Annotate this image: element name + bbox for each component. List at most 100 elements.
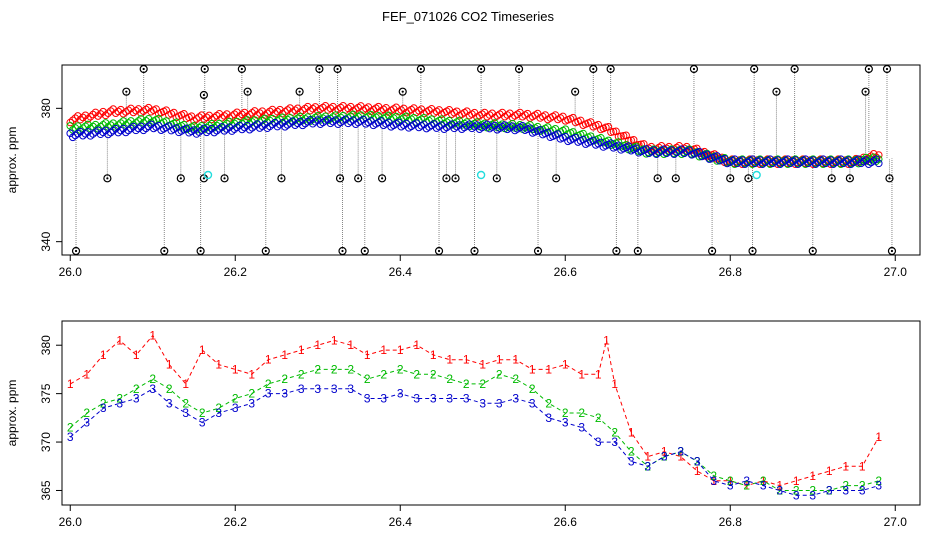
bottom-series-1-point: 1 [529, 362, 536, 376]
top-series-3-point [248, 124, 256, 132]
outlier-point-center [656, 177, 659, 180]
bottom-series-2-point: 2 [595, 411, 602, 425]
top-series-1-point [180, 110, 188, 118]
bottom-series-1-point: 1 [875, 430, 882, 444]
top-series-3-point [74, 129, 82, 138]
bottom-series-2-point: 2 [364, 372, 371, 386]
top-series-3-point [225, 123, 234, 131]
top-series-2-point [233, 117, 241, 126]
outlier-point-center [888, 177, 891, 180]
outlier-point [671, 174, 680, 183]
bottom-series-3-point: 3 [727, 479, 734, 493]
outlier-point-center [751, 249, 754, 253]
bottom-series-2-point: 2 [710, 469, 717, 483]
bottom-series-3-point: 3 [314, 382, 321, 396]
top-x-tick-label: 26.0 [59, 265, 83, 279]
top-series-3-point [874, 159, 883, 168]
bottom-series-3-point: 3 [215, 406, 222, 420]
top-series-2-point [874, 155, 883, 163]
outlier-point-center [445, 177, 448, 180]
bottom-series-1-point: 1 [578, 367, 585, 381]
outlier-point-center [729, 177, 732, 180]
bottom-series-2-point: 2 [182, 396, 189, 410]
top-series-3-point [283, 121, 292, 129]
bottom-series-3-point: 3 [199, 416, 206, 430]
top-series-3-point [276, 120, 284, 129]
top-x-tick-label: 26.6 [554, 265, 578, 279]
bottom-y-tick-label: 365 [39, 480, 53, 500]
bottom-series-2-point: 2 [215, 401, 222, 415]
top-series-2-point [207, 119, 216, 128]
outlier-point-center [830, 177, 833, 180]
outlier-point [861, 87, 870, 96]
top-plot-frame [61, 64, 921, 256]
bottom-series-1-point: 1 [116, 333, 123, 347]
bottom-series-2-point: 2 [100, 396, 107, 410]
top-series-3-point [872, 155, 881, 163]
outlier-point-center [437, 249, 441, 253]
top-series-1-point [94, 112, 102, 120]
top-series-3-point [245, 125, 254, 134]
outlier-point [689, 64, 699, 74]
top-series-1-point [291, 106, 299, 114]
top-series-1-point [127, 104, 135, 113]
bottom-series-2-point: 2 [578, 406, 585, 420]
bottom-series-1-point: 1 [430, 348, 437, 362]
outlier-point [514, 64, 524, 74]
top-series-2-point [230, 119, 239, 128]
flagged-point [476, 170, 486, 180]
bottom-series-3-point: 3 [529, 396, 536, 410]
bottom-series-2-point: 2 [479, 377, 486, 391]
top-series-3-point [139, 126, 148, 135]
top-series-3-point [195, 128, 203, 136]
bottom-series-1-point: 1 [661, 445, 668, 459]
top-series-1-point [190, 117, 198, 125]
top-series-1-point [619, 131, 628, 140]
bottom-series-1-point: 1 [496, 353, 503, 367]
outlier-point [220, 174, 229, 183]
top-series-3-point [122, 128, 130, 137]
outlier-point-center [199, 249, 202, 253]
top-series-3-point [109, 126, 118, 135]
top-series-3-point [205, 126, 214, 135]
bottom-series-1-point: 1 [100, 348, 107, 362]
outlier-point-center [885, 67, 889, 71]
outlier-point [295, 87, 304, 96]
bottom-series-1-point: 1 [710, 474, 717, 488]
bottom-series-3-point: 3 [694, 454, 701, 468]
bottom-series-1-point: 1 [67, 377, 74, 391]
top-series-2-point [225, 117, 234, 126]
bottom-series-3-point: 3 [875, 479, 882, 493]
top-series-1-point [106, 107, 115, 115]
outlier-point-center [338, 177, 342, 180]
outlier-point [533, 246, 543, 256]
top-series-1-point [293, 104, 302, 113]
bottom-series-3-point: 3 [133, 391, 140, 405]
bottom-series-2-point: 2 [611, 425, 618, 439]
top-series-3-point [253, 120, 262, 128]
bottom-series-2-point: 2 [67, 421, 74, 435]
bottom-series-1-point: 1 [512, 353, 519, 367]
top-series-3-point [81, 129, 90, 138]
bottom-series-3-point: 3 [512, 391, 519, 405]
top-series-3-point [197, 126, 206, 135]
outlier-point-center [298, 90, 301, 93]
bottom-series-2-point: 2 [512, 372, 519, 386]
top-series-1-point [276, 105, 284, 114]
bottom-series-1-point: 1 [166, 358, 173, 372]
top-series-2-point [258, 116, 267, 125]
outlier-point [442, 174, 451, 183]
outlier-point [790, 64, 799, 74]
top-series-3-point [210, 128, 219, 137]
bottom-series-3-point: 3 [67, 430, 74, 444]
bottom-series-3-point: 3 [496, 396, 503, 410]
top-series-1-point [233, 108, 241, 117]
outlier-point-center [793, 67, 796, 71]
top-series-3-point [238, 125, 246, 134]
top-series-3-point [233, 123, 241, 132]
top-series-1-point [210, 113, 219, 122]
top-series-3-point [218, 123, 226, 131]
outlier-point [748, 246, 757, 256]
bottom-series-3-point: 3 [413, 391, 420, 405]
